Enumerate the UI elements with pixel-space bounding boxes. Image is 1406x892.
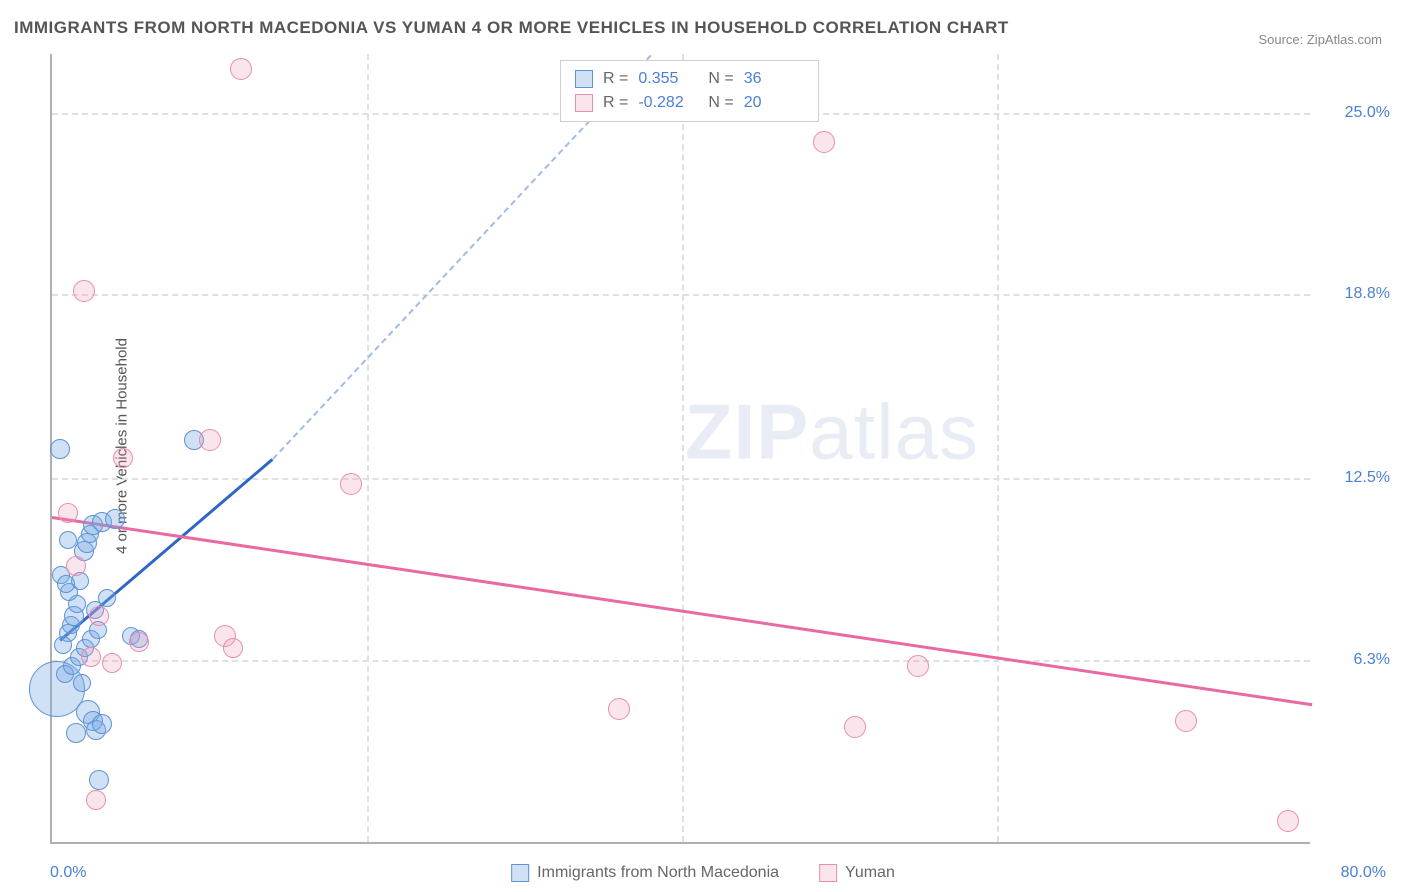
data-point [199,429,221,451]
data-point [1175,710,1197,732]
data-point [59,531,77,549]
data-point [1277,810,1299,832]
data-point [105,509,125,529]
data-point [340,473,362,495]
data-point [102,653,122,673]
data-point [54,636,72,654]
y-tick-label: 18.8% [1320,285,1390,303]
data-point [66,723,86,743]
swatch-blue [575,70,593,88]
gridline-h [52,294,1310,296]
n-label: N = [708,70,733,88]
n-value-blue: 36 [744,70,804,88]
legend-label: Immigrants from North Macedonia [537,864,779,882]
y-tick-label: 12.5% [1320,469,1390,487]
r-value-pink: -0.282 [638,94,698,112]
n-value-pink: 20 [744,94,804,112]
legend-item-pink: Yuman [819,864,895,882]
gridline-v [367,54,369,842]
data-point [907,655,929,677]
legend-row-pink: R = -0.282 N = 20 [575,91,804,115]
n-label: N = [708,94,733,112]
data-point [98,589,116,607]
data-point [89,606,109,626]
data-point [73,280,95,302]
data-point [129,632,149,652]
legend-item-blue: Immigrants from North Macedonia [511,864,779,882]
data-point [58,503,78,523]
legend-row-blue: R = 0.355 N = 36 [575,67,804,91]
gridline-v [682,54,684,842]
data-point [86,790,106,810]
gridline-h [52,660,1310,662]
chart-title: IMMIGRANTS FROM NORTH MACEDONIA VS YUMAN… [14,18,1009,38]
data-point [57,575,75,593]
data-point [113,448,133,468]
gridline-v [997,54,999,842]
data-point [844,716,866,738]
plot-area: ZIPatlas 6.3%12.5%18.8%25.0% [50,54,1310,844]
swatch-pink [575,94,593,112]
gridline-h [52,478,1310,480]
data-point [813,131,835,153]
legend-label: Yuman [845,864,895,882]
watermark: ZIPatlas [685,387,979,478]
r-label: R = [603,70,628,88]
swatch-pink [819,864,837,882]
data-point [89,770,109,790]
data-point [223,638,243,658]
r-label: R = [603,94,628,112]
data-point [608,698,630,720]
r-value-blue: 0.355 [638,70,698,88]
series-legend: Immigrants from North Macedonia Yuman [511,864,895,882]
x-tick-max: 80.0% [1341,864,1386,882]
data-point [73,674,91,692]
y-tick-label: 6.3% [1320,651,1390,669]
swatch-blue [511,864,529,882]
data-point [230,58,252,80]
data-point [50,439,70,459]
source-label: Source: ZipAtlas.com [1258,32,1382,47]
correlation-legend: R = 0.355 N = 36 R = -0.282 N = 20 [560,60,819,122]
data-point [66,556,86,576]
y-tick-label: 25.0% [1320,104,1390,122]
x-tick-min: 0.0% [50,864,86,882]
data-point [92,714,112,734]
data-point [81,647,101,667]
